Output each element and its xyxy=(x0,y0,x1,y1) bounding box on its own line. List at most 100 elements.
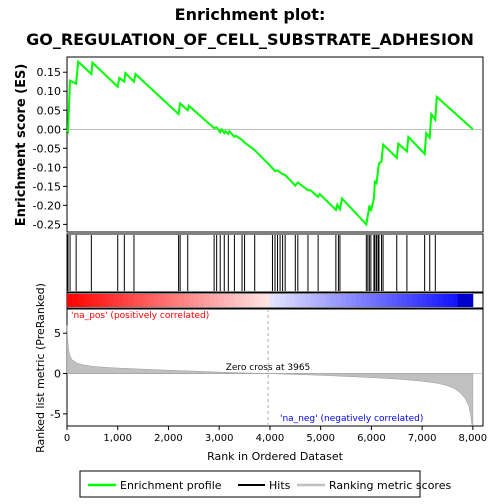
x-tick-label: 5,000 xyxy=(306,433,335,444)
x-tick-label: 3,000 xyxy=(205,433,234,444)
color-bar-segment xyxy=(300,294,306,307)
metric-y-tick-label: 0 xyxy=(54,368,61,381)
color-bar-segment xyxy=(280,294,286,307)
color-bar-segment xyxy=(275,294,281,307)
negative-correlation-label: 'na_neg' (negatively correlated) xyxy=(280,414,423,424)
zero-cross-label: Zero cross at 3965 xyxy=(226,363,311,373)
color-bar-segment xyxy=(310,294,316,307)
color-bar-segment xyxy=(148,294,154,307)
color-bar-segment xyxy=(234,294,240,307)
color-bar-segment xyxy=(295,294,301,307)
ranked-metric-area xyxy=(66,308,484,427)
color-bar-segment xyxy=(447,294,453,307)
color-bar-segment xyxy=(122,294,129,307)
color-bar-segment xyxy=(229,294,235,307)
color-bar-segment xyxy=(366,294,372,307)
color-bar-segment xyxy=(183,294,190,307)
metric-y-tick-label: -5 xyxy=(50,408,61,421)
color-bar-segment xyxy=(269,294,276,307)
color-bar-segment xyxy=(132,294,139,307)
color-bar-segment xyxy=(143,294,149,307)
color-bar-segment xyxy=(417,294,423,307)
color-bar-segment xyxy=(82,294,88,307)
chart-title: Enrichment plot: xyxy=(175,5,326,24)
color-bar-segment xyxy=(249,294,256,307)
color-bar-segment xyxy=(259,294,266,307)
legend-enrichment-label: Enrichment profile xyxy=(120,479,222,492)
color-bar-segment xyxy=(422,294,428,307)
color-bar-segment xyxy=(351,294,357,307)
enrichment-profile-line xyxy=(66,59,474,227)
es-y-tick-label: -0.20 xyxy=(33,199,61,212)
color-bar-segment xyxy=(138,294,144,307)
x-axis-label: Rank in Ordered Dataset xyxy=(207,450,344,463)
color-bar-segment xyxy=(209,294,215,307)
color-bar-segment xyxy=(178,294,185,307)
color-bar-segment xyxy=(97,294,103,307)
color-bar-segment xyxy=(386,294,393,307)
color-bar-segment xyxy=(305,294,311,307)
color-bar-segment xyxy=(401,294,408,307)
x-tick-label: 0 xyxy=(64,433,70,444)
color-bar-segment xyxy=(330,294,337,307)
color-bar-segment xyxy=(224,294,230,307)
positive-correlation-label: 'na_pos' (positively correlated) xyxy=(71,311,209,321)
metric-y-tick-label: 5 xyxy=(54,327,61,340)
color-bar-segment xyxy=(437,294,443,307)
color-bar-segment xyxy=(411,294,418,307)
x-tick-label: 6,000 xyxy=(357,433,386,444)
color-bar-segment xyxy=(92,294,98,307)
chart-subtitle: GO_REGULATION_OF_CELL_SUBSTRATE_ADHESION xyxy=(26,30,474,49)
color-bar-segment xyxy=(376,294,382,307)
color-bar-segment xyxy=(67,294,73,307)
color-bar-segment xyxy=(163,294,169,307)
color-bar-segment xyxy=(406,294,413,307)
color-bar-segment xyxy=(356,294,362,307)
es-y-axis-label: Enrichment score (ES) xyxy=(14,64,29,227)
es-y-tick-label: 0.15 xyxy=(37,66,62,79)
color-bar-segment xyxy=(371,294,377,307)
x-tick-label: 4,000 xyxy=(256,433,285,444)
color-bar-segment xyxy=(72,294,78,307)
color-bar-segment xyxy=(117,294,124,307)
color-bar-segment xyxy=(168,294,174,307)
color-bar-segment xyxy=(391,294,398,307)
color-bar-segment xyxy=(158,294,164,307)
es-y-tick-label: -0.05 xyxy=(33,142,61,155)
es-y-ticks: -0.25 -0.20 -0.15 -0.10 -0.05 0.00 0.05 0.10 0.1… xyxy=(33,66,67,231)
es-y-tick-label: -0.10 xyxy=(33,161,61,174)
rank-color-bar xyxy=(67,294,474,307)
color-bar-segment xyxy=(214,294,220,307)
es-plot-area xyxy=(66,56,484,233)
color-bar-segment xyxy=(107,294,114,307)
color-bar-segment xyxy=(361,294,367,307)
color-bar-segment xyxy=(127,294,134,307)
es-y-tick-label: 0.10 xyxy=(37,85,62,98)
color-bar-segment xyxy=(325,294,332,307)
ranked-metric-fill xyxy=(66,325,474,427)
color-bar-segment xyxy=(432,294,438,307)
x-tick-label: 1,000 xyxy=(103,433,132,444)
color-bar-segment xyxy=(315,294,322,307)
color-bar-segment xyxy=(239,294,245,307)
legend-ranking-label: Ranking metric scores xyxy=(329,479,451,492)
color-bar-segment xyxy=(188,294,195,307)
color-bar-segment xyxy=(254,294,261,307)
x-tick-label: 8,000 xyxy=(459,433,488,444)
x-tick-label: 7,000 xyxy=(408,433,437,444)
hits-marks xyxy=(67,235,436,291)
es-y-tick-label: 0.05 xyxy=(37,104,62,117)
color-bar-segment xyxy=(452,294,459,307)
color-bar-segment xyxy=(87,294,93,307)
x-ticks: 0 1,000 2,000 3,000 4,000 5,000 6,000 7,000 8,00… xyxy=(64,426,487,444)
metric-y-axis-label: Ranked list metric (PreRanked) xyxy=(34,283,47,453)
color-bar-segment xyxy=(173,294,180,307)
color-bar-segment xyxy=(320,294,327,307)
color-bar-segment xyxy=(264,294,271,307)
color-bar-segment xyxy=(153,294,159,307)
color-bar-segment xyxy=(396,294,403,307)
color-bar-segment xyxy=(335,294,342,307)
color-bar-segment xyxy=(219,294,225,307)
color-bar-segment xyxy=(193,294,200,307)
